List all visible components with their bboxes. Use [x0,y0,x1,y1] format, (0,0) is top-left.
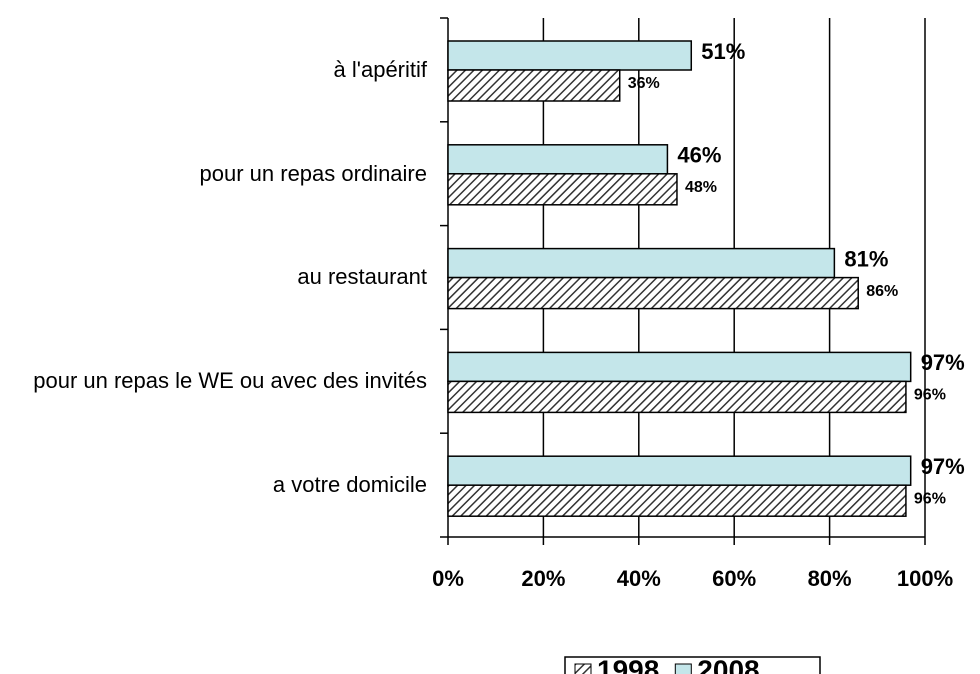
category-text: a votre domicile [272,472,427,498]
y-tick-label: au restaurant [7,236,427,320]
bar [447,276,859,310]
x-tick-label: 40% [617,566,661,591]
category-text: pour un repas le WE ou avec des invités [33,368,427,394]
legend-swatch [674,663,692,674]
bar [447,351,912,383]
bar [447,484,907,517]
x-tick-label: 100% [897,566,953,591]
bar [447,144,669,175]
legend-box [564,656,821,674]
y-tick-label: à l'apéritif [7,28,427,112]
category-text: au restaurant [297,264,427,290]
data-label: 96% [914,490,946,507]
x-tick-label: 0% [432,566,464,591]
bar [447,455,912,486]
legend-label: 1998 [597,654,659,674]
y-tick-label: pour un repas le WE ou avec des invités [7,339,427,423]
legend-swatch [574,663,592,674]
data-label: 48% [685,179,717,196]
bar [447,380,907,414]
bar [447,40,693,71]
data-label: 97% [921,350,965,375]
y-tick-label: a votre domicile [7,443,427,527]
bar [447,173,678,206]
data-label: 51% [701,39,745,64]
data-label: 97% [921,454,965,479]
category-text: à l'apéritif [333,56,427,82]
data-label: 81% [844,246,888,271]
x-tick-label: 20% [521,566,565,591]
x-tick-label: 60% [712,566,756,591]
legend-label: 2008 [697,654,759,674]
data-label: 46% [677,143,721,168]
data-label: 36% [628,75,660,92]
bar [447,247,836,279]
data-label: 96% [914,387,946,404]
category-text: pour un repas ordinaire [199,160,427,186]
bar [447,69,621,102]
y-tick-label: pour un repas ordinaire [7,132,427,216]
x-tick-label: 80% [808,566,852,591]
data-label: 86% [866,283,898,300]
